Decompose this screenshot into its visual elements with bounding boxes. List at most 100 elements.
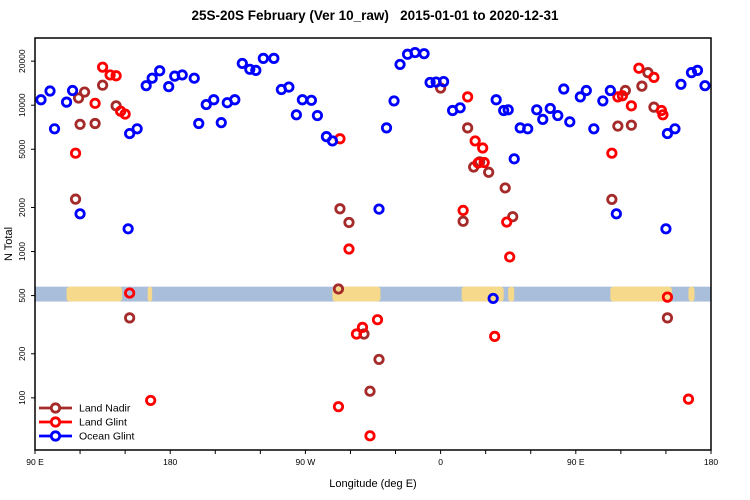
latitude-band-map — [35, 286, 711, 302]
x-tick-label: 180 — [704, 457, 718, 467]
data-point-land-nadir — [364, 385, 376, 397]
data-point-ocean-glint — [522, 123, 534, 135]
band-land-patch — [610, 286, 672, 302]
data-point-ocean-glint — [283, 81, 295, 93]
data-point-land-glint — [350, 328, 363, 340]
data-point-ocean-glint — [610, 208, 622, 220]
data-point-land-glint — [661, 291, 674, 303]
data-point-ocean-glint — [508, 153, 520, 165]
data-point-ocean-glint — [229, 94, 241, 106]
data-point-land-nadir — [74, 118, 86, 130]
data-point-land-glint — [332, 401, 345, 413]
legend-marker-ocean-glint — [49, 430, 62, 442]
data-point-land-nadir — [69, 193, 82, 205]
data-point-land-glint — [478, 156, 490, 169]
data-point-land-nadir — [89, 117, 101, 130]
data-point-ocean-glint — [326, 135, 339, 147]
x-tick-label: 0 — [438, 457, 443, 467]
y-axis-title: N Total — [3, 227, 15, 261]
data-point-land-glint — [489, 330, 501, 342]
data-point-ocean-glint — [373, 203, 385, 215]
data-point-ocean-glint — [604, 84, 616, 97]
band-land-patch — [688, 286, 695, 302]
data-point-land-nadir — [457, 215, 469, 227]
data-point-ocean-glint — [290, 109, 302, 121]
data-point-ocean-glint — [669, 123, 681, 135]
data-point-ocean-glint — [537, 113, 549, 125]
chart-title: 25S-20S February (Ver 10_raw) 2015-01-01… — [191, 8, 559, 23]
legend: Land Nadir Land Glint Ocean Glint — [39, 402, 135, 443]
data-points-layer — [35, 46, 711, 442]
data-point-ocean-glint — [487, 292, 499, 305]
data-point-ocean-glint — [502, 104, 514, 116]
data-point-land-glint — [469, 135, 481, 147]
data-point-ocean-glint — [193, 117, 205, 130]
data-point-land-glint — [356, 321, 369, 333]
data-point-land-glint — [457, 204, 469, 217]
data-point-land-nadir — [507, 211, 519, 223]
legend-label-ocean-glint: Ocean Glint — [79, 431, 135, 443]
band-land-patch — [66, 286, 123, 302]
data-point-ocean-glint — [146, 72, 158, 84]
y-tick-label: 1000 — [17, 242, 27, 261]
data-point-ocean-glint — [552, 109, 564, 122]
data-point-land-nadir — [72, 92, 85, 104]
data-point-ocean-glint — [660, 223, 672, 235]
y-tick-label: 10000 — [17, 93, 27, 117]
data-point-ocean-glint — [124, 127, 136, 140]
data-point-land-glint — [343, 243, 355, 255]
data-point-land-nadir — [462, 122, 474, 134]
data-point-land-glint — [371, 314, 384, 326]
data-point-ocean-glint — [544, 102, 556, 115]
data-point-ocean-glint — [66, 84, 79, 97]
data-point-land-nadir — [661, 312, 674, 324]
legend-item-land-nadir: Land Nadir — [39, 402, 131, 415]
data-point-ocean-glint — [564, 116, 576, 128]
data-point-ocean-glint — [44, 85, 56, 97]
y-tick-label: 5000 — [17, 140, 27, 159]
band-land-patch — [461, 286, 504, 302]
data-point-ocean-glint — [163, 81, 175, 93]
y-tick-label: 100 — [17, 390, 27, 404]
data-point-land-nadir — [124, 312, 136, 324]
data-point-ocean-glint — [257, 52, 269, 64]
data-point-ocean-glint — [498, 104, 510, 117]
data-point-land-nadir — [636, 80, 648, 92]
data-point-ocean-glint — [305, 94, 318, 106]
data-point-ocean-glint — [311, 109, 324, 122]
data-point-land-glint — [633, 62, 645, 74]
y-tick-label: 2000 — [17, 198, 27, 217]
data-point-ocean-glint — [131, 123, 143, 135]
legend-item-land-glint: Land Glint — [39, 416, 127, 429]
band-land-patch — [332, 286, 381, 302]
x-tick-label: 90 E — [26, 457, 44, 467]
legend-item-ocean-glint: Ocean Glint — [39, 430, 135, 443]
data-point-land-glint — [124, 287, 136, 299]
data-point-land-glint — [606, 147, 618, 159]
data-point-ocean-glint — [675, 78, 687, 90]
data-point-ocean-glint — [215, 117, 227, 129]
data-point-ocean-glint — [208, 94, 220, 106]
x-tick-label: 180 — [163, 457, 177, 467]
data-point-ocean-glint — [388, 95, 400, 107]
data-point-land-glint — [648, 71, 660, 83]
data-point-land-glint — [477, 142, 489, 154]
data-point-ocean-glint — [140, 80, 152, 92]
data-point-ocean-glint — [661, 127, 674, 140]
data-point-ocean-glint — [691, 64, 704, 76]
data-point-ocean-glint — [236, 57, 248, 70]
data-point-ocean-glint — [580, 84, 592, 97]
data-point-ocean-glint — [188, 72, 200, 84]
data-point-ocean-glint — [418, 48, 430, 60]
data-point-land-glint — [364, 430, 376, 442]
data-point-land-glint — [69, 147, 82, 159]
x-tick-label: 90 E — [567, 457, 585, 467]
data-point-land-nadir — [499, 182, 511, 194]
data-point-land-glint — [145, 394, 157, 407]
data-point-ocean-glint — [454, 102, 466, 114]
data-point-land-glint — [89, 97, 101, 109]
band-land-patch — [508, 286, 515, 302]
data-point-ocean-glint — [35, 94, 47, 106]
